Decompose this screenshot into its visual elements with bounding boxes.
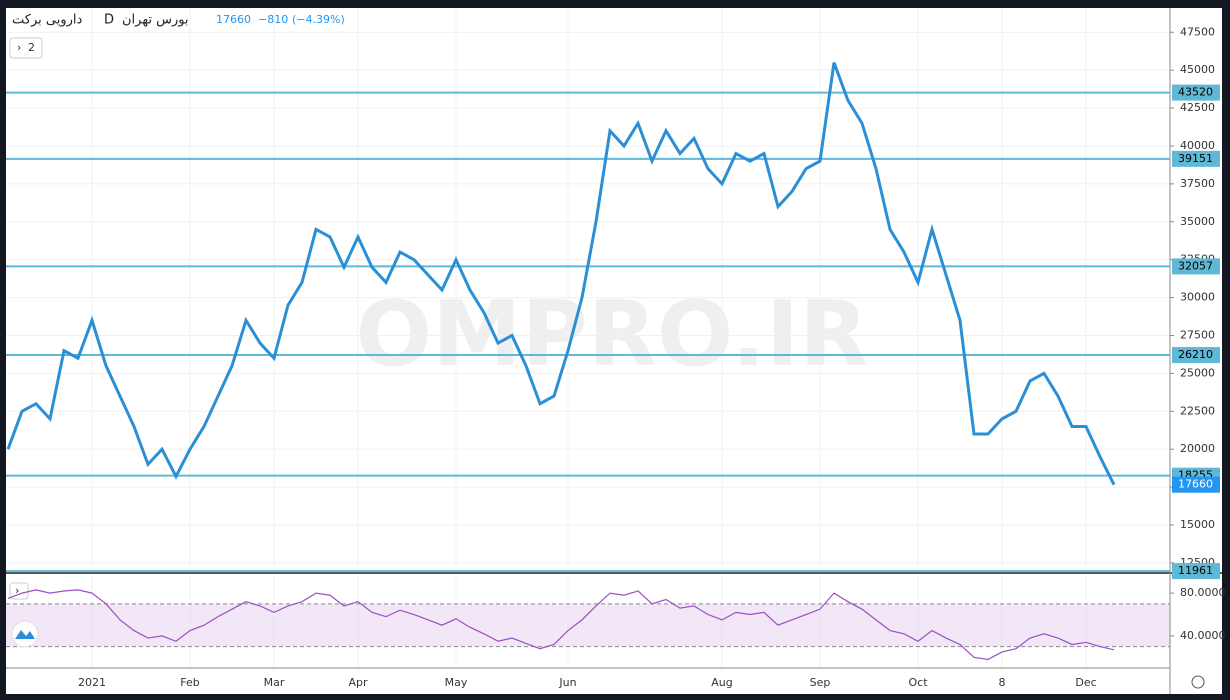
y-tick-label: 15000	[1180, 518, 1215, 531]
level-tag	[1172, 563, 1220, 580]
last-price-tag	[1172, 476, 1220, 493]
indicator-toggle[interactable]	[9, 37, 43, 59]
price-line	[7, 589, 1115, 661]
y-tick-label: 40000	[1180, 139, 1215, 152]
x-tick-label: Sep	[810, 676, 831, 689]
change-pct: (−4.39%)	[292, 13, 345, 26]
change: −810	[258, 13, 288, 26]
y-tick-label: 80.0000	[1180, 586, 1226, 599]
price-line	[6, 62, 1116, 486]
y-tick-label: 45000	[1180, 63, 1215, 76]
y-tick-label: 30000	[1180, 291, 1215, 304]
y-tick-label: 37500	[1180, 177, 1215, 190]
rsi-band	[6, 603, 1170, 647]
level-label: 26210	[1178, 348, 1213, 361]
level-label: 39151	[1178, 152, 1213, 165]
background	[6, 8, 1222, 694]
x-tick-label: Apr	[348, 676, 368, 689]
level-label: 11961	[1178, 564, 1213, 577]
rsi-toggle[interactable]	[9, 582, 29, 600]
level-label: 43520	[1178, 86, 1213, 99]
level-tag	[1172, 84, 1220, 101]
symbol: دارویی برکت	[12, 13, 82, 28]
chevron: ›	[17, 41, 21, 54]
y-tick-label: 42500	[1180, 101, 1215, 114]
x-tick-label: Dec	[1075, 676, 1096, 689]
x-tick-label: May	[445, 676, 468, 689]
interval: D	[104, 13, 114, 28]
y-tick-label: 22500	[1180, 404, 1215, 417]
level-tag	[1172, 150, 1220, 167]
x-tick-label: 2021	[78, 676, 106, 689]
y-tick-label: 47500	[1180, 25, 1215, 38]
last-price: 17660	[216, 13, 251, 26]
x-tick-label: Mar	[264, 676, 285, 689]
y-tick-label: 35000	[1180, 215, 1215, 228]
x-tick-label: Aug	[711, 676, 732, 689]
legend-header: دارویی برکت D بورس تهران 17660 −810 (−4.…	[9, 13, 345, 648]
chevron: ›	[15, 584, 19, 597]
last-price-label: 17660	[1178, 478, 1213, 491]
level-label: 32057	[1178, 259, 1213, 272]
x-tick-label: Feb	[180, 676, 199, 689]
x-tick-label: 8	[999, 676, 1006, 689]
y-tick-label: 25000	[1180, 366, 1215, 379]
level-tag	[1172, 258, 1220, 275]
x-tick-label: Jun	[558, 676, 576, 689]
x-tick-label: Oct	[908, 676, 928, 689]
indicator-count: 2	[28, 41, 35, 54]
level-tag	[1172, 347, 1220, 364]
logo-icon	[15, 630, 35, 639]
y-tick-label: 40.0000	[1180, 629, 1226, 642]
settings-button[interactable]	[1191, 675, 1205, 689]
exchange: بورس تهران	[122, 13, 189, 28]
y-tick-label: 27500	[1180, 328, 1215, 341]
watermark: OMPRO.IR	[356, 282, 869, 387]
y-tick-label: 20000	[1180, 442, 1215, 455]
logo-button[interactable]	[11, 620, 39, 648]
